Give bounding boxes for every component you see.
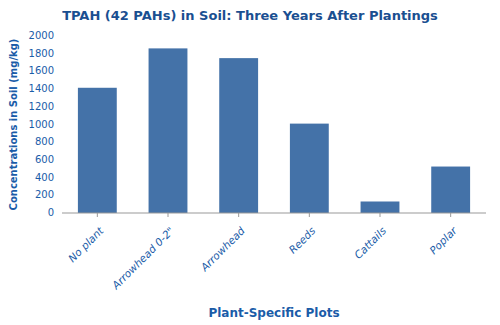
bar	[290, 124, 329, 213]
y-tick-label: 1600	[29, 65, 54, 76]
x-tick-label: No plant	[66, 224, 107, 265]
y-axis-label: Concentrations in Soil (mg/kg)	[8, 39, 19, 211]
chart-container: 0 200 400 600 800 1000 1200 1400 1600 1800 2000 No …	[0, 0, 500, 325]
x-tick-label: Arrowhead 0-2"	[109, 224, 176, 291]
y-tick-label: 1000	[29, 119, 54, 130]
y-tick-label: 0	[48, 207, 54, 218]
x-axis-line	[62, 213, 486, 214]
x-tick-label: Reeds	[286, 224, 318, 256]
title: TPAH (42 PAHs) in Soil: Three Years Afte…	[62, 8, 438, 23]
x-tick-label: Poplar	[427, 224, 459, 256]
bar	[219, 58, 258, 213]
y-tick-label: 400	[35, 172, 54, 183]
x-tick	[97, 213, 98, 217]
x-tick	[238, 213, 239, 217]
x-tick	[450, 213, 451, 217]
y-tick-label: 600	[35, 154, 54, 165]
x-tick-label: Arrowhead	[197, 224, 247, 274]
bar	[361, 201, 400, 213]
x-tick	[380, 213, 381, 217]
y-tick-label: 1800	[29, 48, 54, 59]
chart-svg: 0 200 400 600 800 1000 1200 1400 1600 1800 2000 No …	[0, 0, 500, 325]
x-axis-label: Plant-Specific Plots	[208, 306, 339, 320]
bars	[78, 48, 470, 213]
bar	[149, 48, 188, 213]
x-tick	[309, 213, 310, 217]
y-tick-label: 1400	[29, 83, 54, 94]
y-tick-label: 2000	[29, 30, 54, 41]
x-tick-label: Cattails	[352, 224, 389, 261]
y-tick-label: 800	[35, 136, 54, 147]
y-tick-label: 200	[35, 189, 54, 200]
x-tick	[168, 213, 169, 217]
bar	[78, 88, 117, 213]
bar	[431, 167, 470, 213]
y-tick-label: 1200	[29, 101, 54, 112]
